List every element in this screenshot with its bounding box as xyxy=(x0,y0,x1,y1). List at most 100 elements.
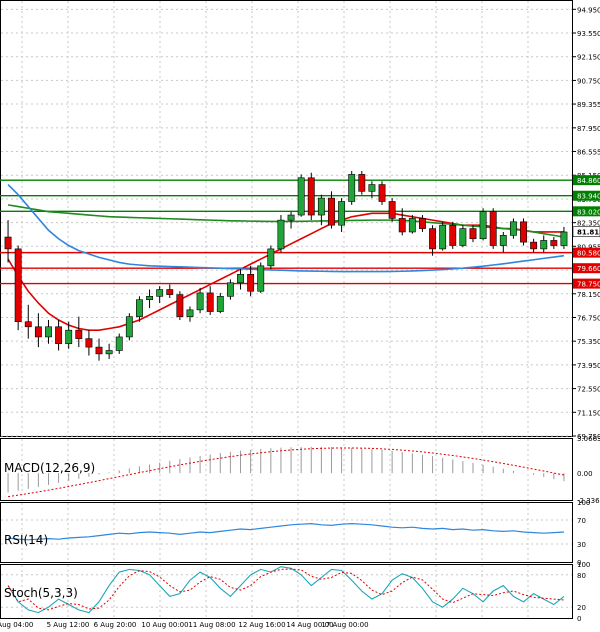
y-tick-label: 75.350 xyxy=(577,338,600,346)
macd-pane xyxy=(0,438,573,501)
candle xyxy=(226,279,234,300)
stoch-k-line xyxy=(7,566,565,614)
stoch-d-line xyxy=(7,568,564,611)
candle-body-down xyxy=(429,228,436,250)
candle xyxy=(277,215,285,253)
candle-body-up xyxy=(196,292,204,311)
candle xyxy=(509,218,517,239)
y-tick-label: 80.955 xyxy=(577,243,600,251)
candle xyxy=(338,198,346,232)
candle xyxy=(378,181,386,205)
candle-body-down xyxy=(388,201,396,219)
candle xyxy=(206,286,214,315)
macd-label: MACD(12,26,9) xyxy=(4,461,95,475)
candle xyxy=(489,208,497,249)
candle xyxy=(75,316,83,348)
candle-body-up xyxy=(499,235,507,246)
candle xyxy=(24,304,32,339)
candle xyxy=(115,333,123,354)
candle xyxy=(388,198,396,222)
stoch-tick-label: 20 xyxy=(577,604,586,612)
y-tick-label: 76.750 xyxy=(577,314,600,322)
x-tick-label: 5 Aug 12:00 xyxy=(47,621,90,629)
candle-body-up xyxy=(45,326,52,338)
macd-tick-label: -2.3367 xyxy=(577,497,600,505)
candle-body-up xyxy=(317,197,325,216)
candle xyxy=(419,215,426,232)
candle-body-up xyxy=(156,289,164,297)
rsi-tick-label: 70 xyxy=(577,517,586,525)
candle-body-up xyxy=(540,240,548,250)
candle xyxy=(85,330,93,356)
x-tick-label: 11 Aug 08:00 xyxy=(188,621,235,629)
rsi-tick-label: 0 xyxy=(577,559,581,567)
candle xyxy=(247,265,255,297)
y-tick-label: 71.150 xyxy=(577,409,600,417)
candle xyxy=(408,215,416,234)
candle-body-down xyxy=(206,292,214,312)
candle xyxy=(65,321,73,349)
candle xyxy=(479,208,487,241)
candle-body-down xyxy=(489,211,497,246)
candle xyxy=(307,172,315,221)
level-tag xyxy=(573,175,600,186)
x-tick-label: 4 Aug 04:00 xyxy=(0,621,33,629)
rsi-pane xyxy=(0,502,573,563)
candle xyxy=(267,245,275,270)
candle-body-down xyxy=(530,241,538,250)
candle-body-up xyxy=(459,228,467,246)
candle xyxy=(297,174,305,217)
candle xyxy=(4,220,12,263)
y-tick-label: 78.150 xyxy=(577,291,600,299)
candle-body-down xyxy=(358,174,366,192)
candle xyxy=(146,289,153,309)
candle-body-up xyxy=(439,224,447,250)
candle xyxy=(469,225,477,243)
x-tick-label: 10 Aug 00:00 xyxy=(141,621,188,629)
candle xyxy=(176,291,184,321)
candle xyxy=(368,181,376,199)
x-tick-label: 6 Aug 20:00 xyxy=(94,621,137,629)
candle-body-up xyxy=(338,201,346,226)
candle xyxy=(186,306,194,322)
y-tick-label: 72.550 xyxy=(577,386,600,394)
candle-body-up xyxy=(136,299,143,317)
candle xyxy=(499,231,507,253)
candle-body-up xyxy=(287,214,295,221)
candle-body-down xyxy=(85,338,93,348)
y-tick-label: 90.750 xyxy=(577,77,600,85)
candle-body-down xyxy=(449,224,457,246)
stoch-pane xyxy=(0,564,573,619)
candle-body-up xyxy=(348,174,356,202)
candle-body-down xyxy=(247,273,255,292)
candle xyxy=(45,320,52,344)
level-label: 84.860 xyxy=(577,177,600,185)
y-tick-label: 82.350 xyxy=(577,220,600,228)
candle xyxy=(459,225,467,248)
candle-body-up xyxy=(226,282,234,297)
y-tick-label: 86.555 xyxy=(577,148,600,156)
candle xyxy=(358,171,366,195)
candle-body-down xyxy=(469,228,477,240)
y-tick-label: 89.355 xyxy=(577,101,600,109)
candle-body-up xyxy=(509,221,517,236)
candle xyxy=(398,208,406,236)
macd-tick-label: 3.0663 xyxy=(577,435,600,443)
candle xyxy=(14,245,22,331)
candle-body-up xyxy=(186,309,194,317)
candle xyxy=(560,226,568,249)
candle xyxy=(348,171,356,205)
candle xyxy=(196,287,204,314)
candle xyxy=(287,211,295,229)
candle xyxy=(540,235,548,253)
stoch-label: Stoch(5,3,3) xyxy=(4,586,78,600)
candle-body-up xyxy=(237,273,244,284)
candle-body-down xyxy=(419,218,426,229)
stoch-tick-label: 0 xyxy=(577,615,581,623)
level-label: 83.020 xyxy=(577,208,600,216)
candle xyxy=(449,221,457,249)
y-tick-label: 92.150 xyxy=(577,54,600,62)
candle xyxy=(550,237,558,249)
candle-body-down xyxy=(24,321,32,328)
y-tick-label: 69.750 xyxy=(577,433,600,441)
